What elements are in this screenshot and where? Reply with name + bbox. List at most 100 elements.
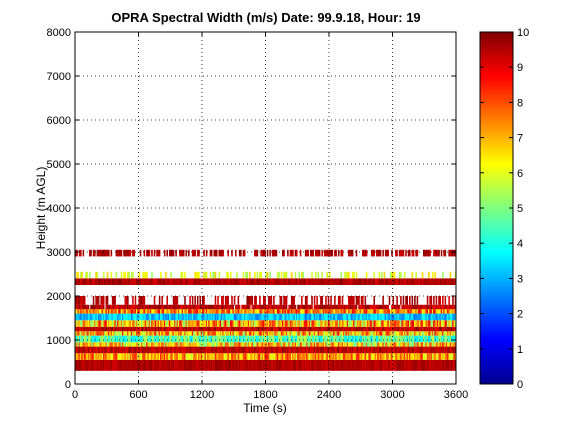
heatmap-cell [397,304,400,310]
heatmap-cell [260,304,262,310]
heatmap-cell [367,309,369,314]
heatmap-cell [195,335,198,343]
heatmap-cell [302,353,304,360]
heatmap-cell [106,278,109,285]
heatmap-cell [212,331,214,336]
heatmap-cell [259,342,261,347]
heatmap-cell [373,342,376,347]
heatmap-cell [162,304,165,310]
heatmap-cell [292,249,294,257]
heatmap-cell [141,326,143,332]
heatmap-cell [294,278,297,285]
heatmap-cell [279,326,282,332]
heatmap-cell [202,296,204,305]
y-tick-label: 8000 [47,27,71,39]
heatmap-cell [344,326,346,332]
heatmap-cell [166,342,169,347]
heatmap-cell [118,278,120,285]
heatmap-cell [439,359,442,371]
heatmap-cell [447,346,449,354]
heatmap-cell [292,335,294,343]
heatmap-cell [138,296,141,305]
heatmap-cell [182,346,185,354]
heatmap-cell [415,278,417,285]
heatmap-cell [176,278,179,285]
heatmap-cell [297,346,299,354]
heatmap-cell [282,313,284,321]
heatmap-cell [160,304,162,310]
heatmap-cell [116,249,119,257]
heatmap-cell [241,278,243,285]
heatmap-cell [273,309,275,314]
heatmap-cell [193,326,195,332]
heatmap-cell [83,313,86,321]
heatmap-cell [453,326,456,332]
heatmap-cell [445,304,448,310]
heatmap-cell [360,335,363,343]
y-tick-label: 4000 [47,203,71,215]
heatmap-cell [149,309,152,314]
heatmap-cell [214,320,217,327]
heatmap-cell [345,335,348,343]
heatmap-cell [188,278,190,285]
heatmap-cell [337,309,340,314]
heatmap-cell [81,342,83,347]
heatmap-cell [134,359,137,371]
heatmap-cell [161,304,163,310]
heatmap-cell [92,331,95,336]
heatmap-cell [205,326,208,332]
heatmap-cell [368,353,370,360]
heatmap-cell [254,304,256,310]
heatmap-cell [411,331,414,336]
heatmap-cell [75,309,77,314]
heatmap-cell [196,326,199,332]
heatmap-cell [238,359,241,371]
heatmap-cell [416,331,419,336]
heatmap-cell [346,313,349,321]
heatmap-cell [90,326,92,332]
heatmap-cell [312,278,315,285]
heatmap-cell [424,309,426,314]
heatmap-cell [330,296,332,305]
heatmap-cell [280,304,283,310]
heatmap-cell [218,331,221,336]
heatmap-cell [342,346,345,354]
heatmap-cell [346,335,349,343]
heatmap-cell [198,249,200,257]
heatmap-cell [326,313,329,321]
heatmap-cell [397,326,400,332]
heatmap-cell [226,335,228,343]
heatmap-cell [224,278,227,285]
heatmap-cell [332,359,335,371]
heatmap-cell [417,331,420,336]
heatmap-cell [81,313,83,321]
heatmap-cell [248,342,251,347]
heatmap-cell [372,304,374,310]
heatmap-cell [438,249,440,257]
heatmap-cell [382,335,384,343]
heatmap-cell [204,326,207,332]
heatmap-cell [387,249,389,257]
heatmap-cell [261,309,264,314]
heatmap-cell [342,353,345,360]
heatmap-cell [290,271,293,279]
heatmap-cell [132,271,134,279]
heatmap-cell [405,335,407,343]
heatmap-cell [403,313,406,321]
colorbar-tick-label: 9 [517,62,523,74]
heatmap-cell [113,346,115,354]
heatmap-cell [142,271,144,279]
heatmap-cell [246,326,249,332]
heatmap-cell [246,342,249,347]
heatmap-cell [212,309,214,314]
heatmap-cell [233,326,236,332]
heatmap-cell [386,309,388,314]
heatmap-cell [255,320,257,327]
heatmap-cell [142,296,144,305]
heatmap-cell [223,331,226,336]
heatmap-cell [313,342,316,347]
heatmap-cell [264,331,266,336]
heatmap-cell [248,271,251,279]
heatmap-cell [75,335,77,343]
heatmap-cell [231,335,233,343]
